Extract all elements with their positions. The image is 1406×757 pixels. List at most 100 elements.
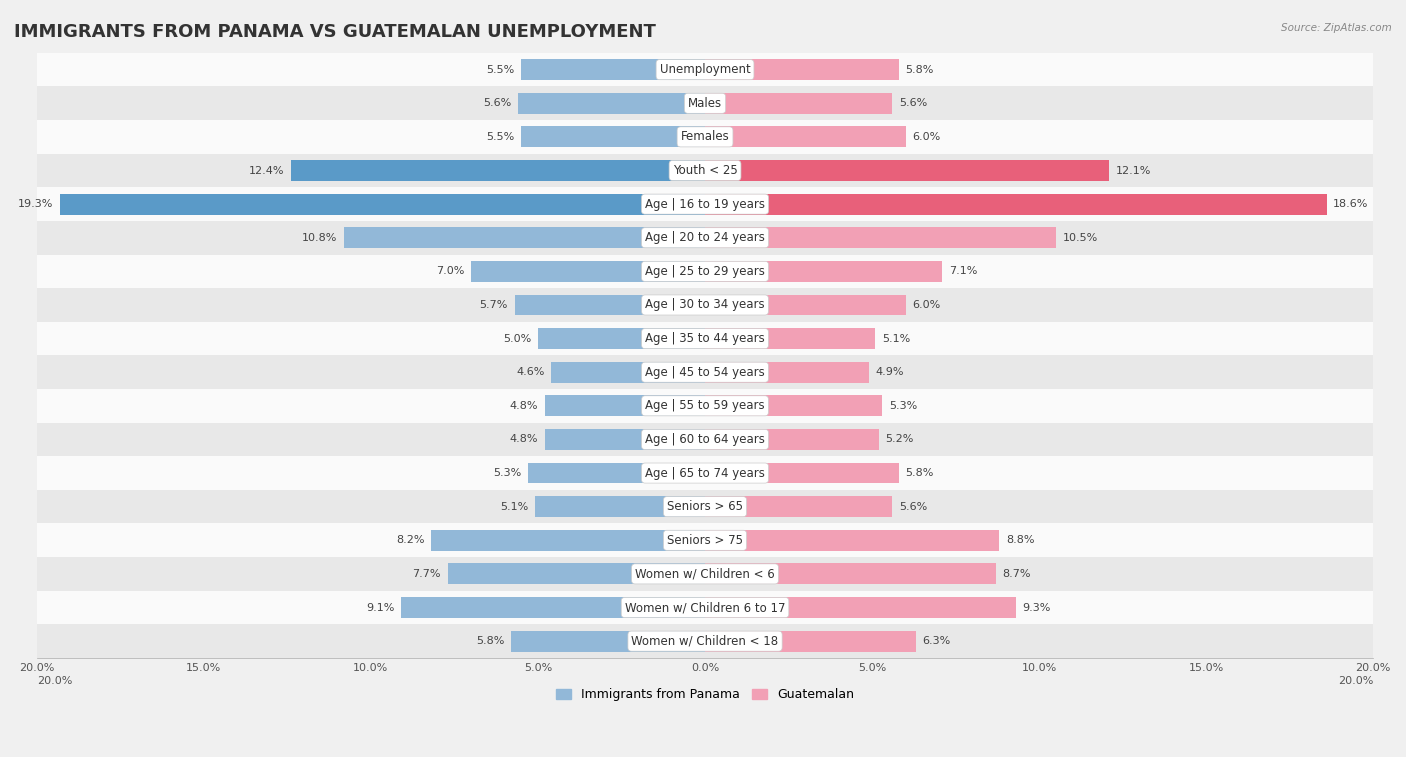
Text: 8.2%: 8.2% — [396, 535, 425, 545]
Bar — [60, 194, 704, 214]
Bar — [37, 288, 1374, 322]
Bar — [544, 395, 704, 416]
Text: Unemployment: Unemployment — [659, 63, 751, 76]
Bar — [704, 160, 1109, 181]
Bar — [704, 227, 1056, 248]
Text: 20.0%: 20.0% — [1339, 677, 1374, 687]
Text: 5.1%: 5.1% — [882, 334, 910, 344]
Text: Age | 25 to 29 years: Age | 25 to 29 years — [645, 265, 765, 278]
Bar — [527, 463, 704, 484]
Bar — [37, 120, 1374, 154]
Text: 4.6%: 4.6% — [516, 367, 544, 377]
Bar — [704, 126, 905, 148]
Text: 8.7%: 8.7% — [1002, 569, 1031, 579]
Bar — [517, 93, 704, 114]
Text: 20.0%: 20.0% — [37, 677, 72, 687]
Bar — [37, 322, 1374, 355]
Bar — [447, 563, 704, 584]
Bar — [344, 227, 704, 248]
Bar — [37, 187, 1374, 221]
Text: 7.7%: 7.7% — [412, 569, 441, 579]
Bar — [704, 631, 915, 652]
Bar — [704, 463, 898, 484]
Text: Age | 55 to 59 years: Age | 55 to 59 years — [645, 400, 765, 413]
Text: 5.6%: 5.6% — [898, 502, 927, 512]
Text: 5.5%: 5.5% — [486, 132, 515, 142]
Text: Women w/ Children 6 to 17: Women w/ Children 6 to 17 — [624, 601, 786, 614]
Bar — [704, 395, 882, 416]
Text: 5.6%: 5.6% — [484, 98, 512, 108]
Text: Age | 65 to 74 years: Age | 65 to 74 years — [645, 466, 765, 479]
Text: 5.6%: 5.6% — [898, 98, 927, 108]
Text: 5.8%: 5.8% — [905, 64, 934, 75]
Bar — [704, 194, 1326, 214]
Text: 10.5%: 10.5% — [1063, 232, 1098, 243]
Text: 8.8%: 8.8% — [1005, 535, 1035, 545]
Text: 5.0%: 5.0% — [503, 334, 531, 344]
Bar — [401, 597, 704, 618]
Text: 7.0%: 7.0% — [436, 266, 464, 276]
Bar — [512, 631, 704, 652]
Bar — [704, 59, 898, 80]
Bar — [704, 93, 893, 114]
Text: Age | 35 to 44 years: Age | 35 to 44 years — [645, 332, 765, 345]
Text: 4.8%: 4.8% — [509, 400, 538, 411]
Bar — [704, 294, 905, 316]
Bar — [37, 422, 1374, 456]
Text: 10.8%: 10.8% — [302, 232, 337, 243]
Bar — [522, 59, 704, 80]
Text: 19.3%: 19.3% — [18, 199, 53, 209]
Bar — [522, 126, 704, 148]
Bar — [37, 221, 1374, 254]
Bar — [704, 563, 995, 584]
Text: 9.1%: 9.1% — [366, 603, 394, 612]
Text: 5.8%: 5.8% — [905, 468, 934, 478]
Bar — [544, 429, 704, 450]
Bar — [37, 355, 1374, 389]
Text: 4.8%: 4.8% — [509, 435, 538, 444]
Bar — [704, 362, 869, 382]
Text: 12.4%: 12.4% — [249, 166, 284, 176]
Text: 5.2%: 5.2% — [886, 435, 914, 444]
Text: 5.1%: 5.1% — [499, 502, 527, 512]
Bar — [37, 524, 1374, 557]
Bar — [37, 590, 1374, 625]
Text: 5.3%: 5.3% — [494, 468, 522, 478]
Bar — [704, 497, 893, 517]
Bar — [704, 429, 879, 450]
Text: Males: Males — [688, 97, 723, 110]
Bar — [538, 329, 704, 349]
Bar — [534, 497, 704, 517]
Text: 6.0%: 6.0% — [912, 300, 941, 310]
Text: Age | 30 to 34 years: Age | 30 to 34 years — [645, 298, 765, 311]
Text: 6.0%: 6.0% — [912, 132, 941, 142]
Bar — [37, 625, 1374, 658]
Bar — [704, 530, 1000, 550]
Legend: Immigrants from Panama, Guatemalan: Immigrants from Panama, Guatemalan — [551, 683, 859, 706]
Text: 6.3%: 6.3% — [922, 636, 950, 646]
Text: IMMIGRANTS FROM PANAMA VS GUATEMALAN UNEMPLOYMENT: IMMIGRANTS FROM PANAMA VS GUATEMALAN UNE… — [14, 23, 657, 41]
Bar — [432, 530, 704, 550]
Bar — [704, 261, 942, 282]
Bar — [704, 597, 1015, 618]
Bar — [471, 261, 704, 282]
Text: 7.1%: 7.1% — [949, 266, 977, 276]
Bar — [551, 362, 704, 382]
Text: 5.5%: 5.5% — [486, 64, 515, 75]
Text: Source: ZipAtlas.com: Source: ZipAtlas.com — [1281, 23, 1392, 33]
Bar — [291, 160, 704, 181]
Text: Youth < 25: Youth < 25 — [672, 164, 737, 177]
Bar — [37, 389, 1374, 422]
Bar — [704, 329, 876, 349]
Bar — [37, 490, 1374, 524]
Bar — [37, 557, 1374, 590]
Text: 5.8%: 5.8% — [477, 636, 505, 646]
Text: Age | 60 to 64 years: Age | 60 to 64 years — [645, 433, 765, 446]
Text: Females: Females — [681, 130, 730, 143]
Bar — [37, 154, 1374, 187]
Text: Women w/ Children < 18: Women w/ Children < 18 — [631, 634, 779, 648]
Text: 5.7%: 5.7% — [479, 300, 508, 310]
Bar — [515, 294, 704, 316]
Text: 4.9%: 4.9% — [876, 367, 904, 377]
Text: Women w/ Children < 6: Women w/ Children < 6 — [636, 568, 775, 581]
